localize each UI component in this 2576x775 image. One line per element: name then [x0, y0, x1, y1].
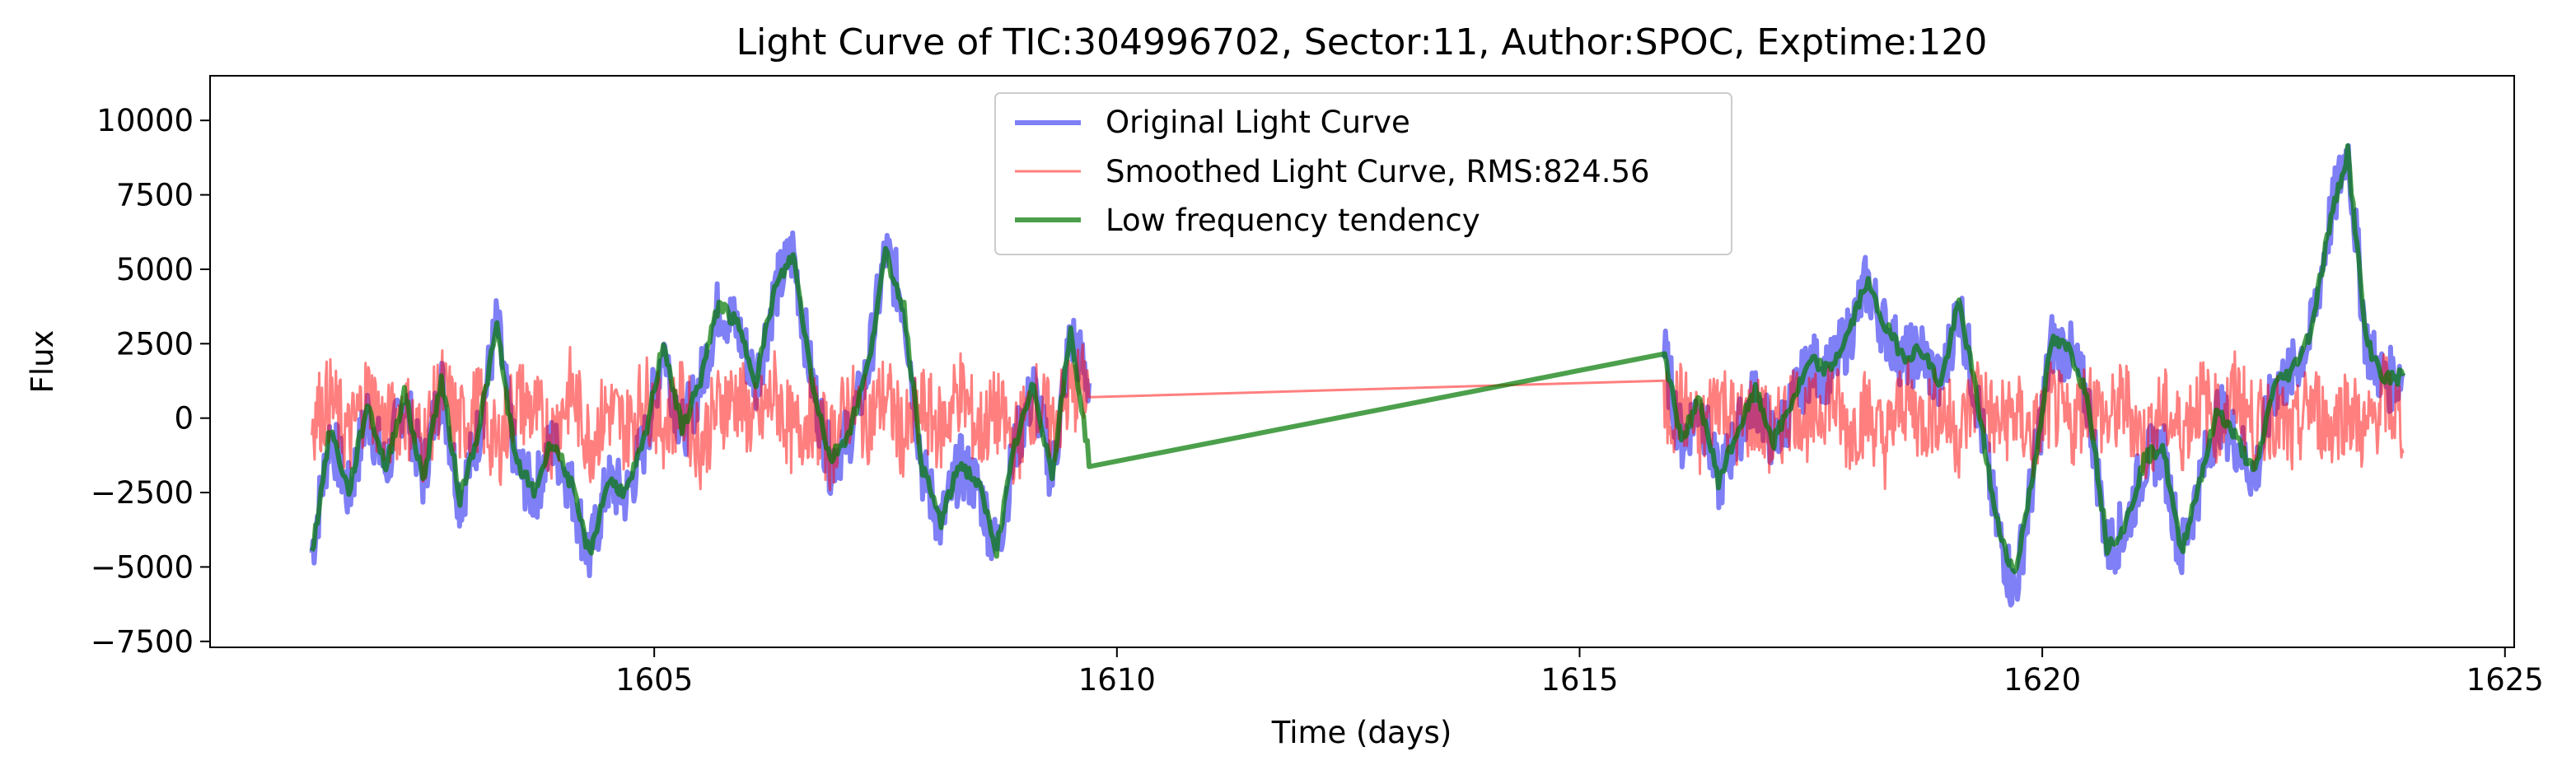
- series-layer: [309, 142, 2406, 608]
- y-tick-label: 0: [174, 401, 194, 437]
- x-tick-label: 1625: [2466, 662, 2544, 698]
- legend-frame: [994, 92, 1732, 255]
- y-tick-label: 10000: [96, 103, 194, 138]
- y-tick-label: −5000: [91, 549, 194, 585]
- y-tick-label: −7500: [91, 624, 194, 660]
- series-smoothed-light-curve: [311, 343, 2405, 492]
- x-tick-label: 1610: [1078, 662, 1156, 698]
- legend: Original Light Curve Smoothed Light Curv…: [994, 92, 1732, 255]
- plot-frame: [209, 75, 2515, 648]
- y-axis-label: Flux: [25, 330, 60, 394]
- y-tick-label: 2500: [116, 326, 194, 362]
- legend-label-original: Original Light Curve: [1106, 105, 1410, 140]
- y-tick-label: 5000: [116, 252, 194, 287]
- y-tick-label: −2500: [91, 475, 194, 511]
- legend-label-smoothed: Smoothed Light Curve, RMS:824.56: [1106, 154, 1650, 189]
- chart-title: Light Curve of TIC:304996702, Sector:11,…: [736, 21, 1988, 63]
- y-tick-label: 7500: [116, 178, 194, 213]
- x-tick-label: 1620: [2003, 662, 2081, 698]
- x-axis-label: Time (days): [1271, 715, 1452, 750]
- legend-label-low-frequency: Low frequency tendency: [1106, 203, 1480, 238]
- x-tick-label: 1615: [1540, 662, 1618, 698]
- x-axis: 1605 1610 1615 1620 1625: [615, 647, 2544, 698]
- x-tick-label: 1605: [615, 662, 693, 698]
- series-low-frequency-tendency: [309, 143, 2406, 575]
- y-axis: −7500 −5000 −2500 0 2500 5000 7500 10000: [91, 103, 210, 660]
